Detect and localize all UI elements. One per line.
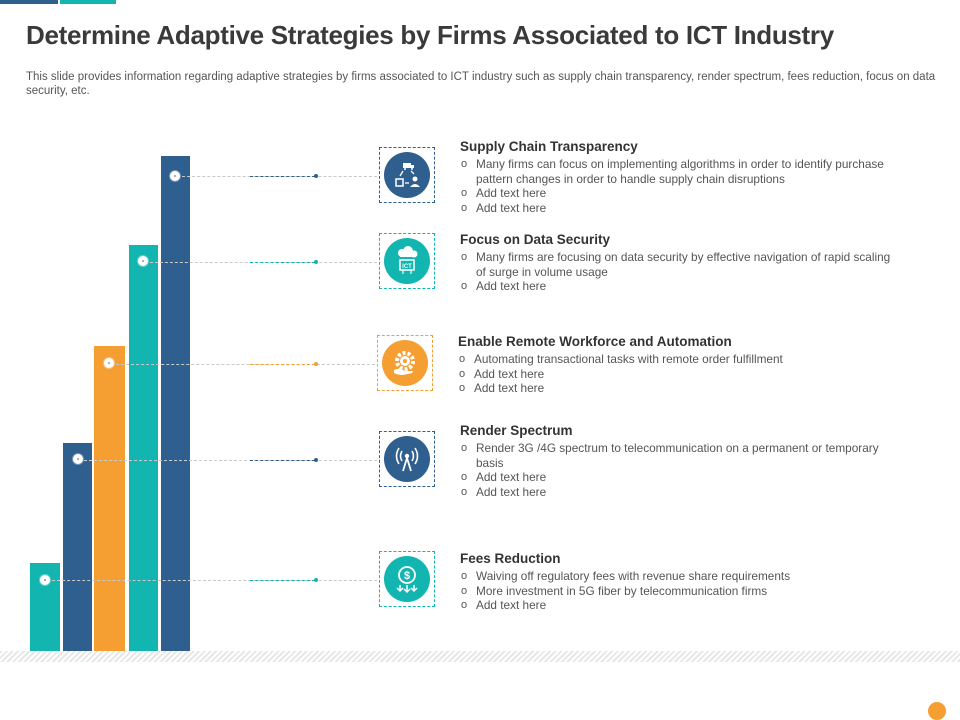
connector-accent [250, 176, 315, 177]
connector-tip [314, 260, 318, 264]
top-accent-teal [60, 0, 116, 4]
bullet-item: Many firms are focusing on data security… [460, 250, 900, 279]
bullet-item: Waiving off regulatory fees with revenue… [460, 569, 900, 584]
svg-text:$: $ [404, 570, 410, 582]
connector-accent [250, 262, 315, 263]
sun-logo-icon [928, 702, 946, 720]
bullet-item: Add text here [460, 470, 900, 485]
connector-line [150, 262, 377, 263]
bullet-item: Add text here [460, 485, 900, 500]
supply-chain-icon [384, 152, 430, 198]
fees-reduction-icon-box: $ [376, 548, 438, 610]
antenna-signal-icon [384, 436, 430, 482]
bullet-item: Add text here [460, 598, 900, 613]
connector-tip [314, 174, 318, 178]
section-title: Supply Chain Transparency [460, 139, 638, 154]
decorative-bar [161, 156, 190, 651]
dollar-coin-icon: $ [384, 556, 430, 602]
connector-accent [250, 580, 315, 581]
section-title: Enable Remote Workforce and Automation [458, 334, 732, 349]
connector-tip [314, 578, 318, 582]
section-title: Fees Reduction [460, 551, 561, 566]
bar-marker-dot [170, 171, 180, 181]
bar-marker-dot [138, 256, 148, 266]
bullet-item: Automating transactional tasks with remo… [458, 352, 898, 367]
data-security-icon-box: ICT [376, 230, 438, 292]
render-spectrum-icon-box [376, 428, 438, 490]
top-accent-blue [0, 0, 58, 4]
bar-marker-dot [73, 454, 83, 464]
bullet-item: Render 3G /4G spectrum to telecommunicat… [460, 441, 900, 470]
svg-text:ICT: ICT [402, 264, 412, 270]
page-description: This slide provides information regardin… [26, 71, 936, 97]
ground-stripe [0, 651, 960, 662]
connector-accent [250, 460, 315, 461]
connector-line [52, 580, 377, 581]
decorative-bar [63, 443, 92, 651]
decorative-bar [129, 245, 158, 651]
bullet-item: Add text here [458, 367, 898, 382]
connector-line [116, 364, 375, 365]
automation-gear-icon [382, 340, 428, 386]
page-title: Determine Adaptive Strategies by Firms A… [26, 20, 834, 50]
section-fees-reduction: Fees Reduction Waiving off regulatory fe… [460, 551, 900, 613]
cloud-security-icon: ICT [384, 238, 430, 284]
section-supply-chain: Supply Chain Transparency Many firms can… [460, 139, 900, 215]
decorative-bar [94, 346, 125, 651]
section-title: Focus on Data Security [460, 232, 611, 247]
connector-tip [314, 458, 318, 462]
bar-marker-dot [40, 575, 50, 585]
section-remote-workforce: Enable Remote Workforce and Automation A… [458, 334, 898, 396]
bullet-item: Add text here [460, 186, 900, 201]
bar-marker-dot [104, 358, 114, 368]
supply-chain-icon-box [376, 144, 438, 206]
bullet-item: Many firms can focus on implementing alg… [460, 157, 900, 186]
decorative-bar [30, 563, 60, 651]
section-data-security: Focus on Data Security Many firms are fo… [460, 232, 900, 294]
bullet-item: Add text here [458, 381, 898, 396]
bullet-item: Add text here [460, 279, 900, 294]
bullet-item: Add text here [460, 201, 900, 216]
section-title: Render Spectrum [460, 423, 573, 438]
bullet-item: More investment in 5G fiber by telecommu… [460, 584, 900, 599]
connector-line [182, 176, 377, 177]
connector-line [84, 460, 377, 461]
automation-icon-box [374, 332, 436, 394]
connector-tip [314, 362, 318, 366]
section-render-spectrum: Render Spectrum Render 3G /4G spectrum t… [460, 423, 900, 499]
connector-accent [250, 364, 315, 365]
